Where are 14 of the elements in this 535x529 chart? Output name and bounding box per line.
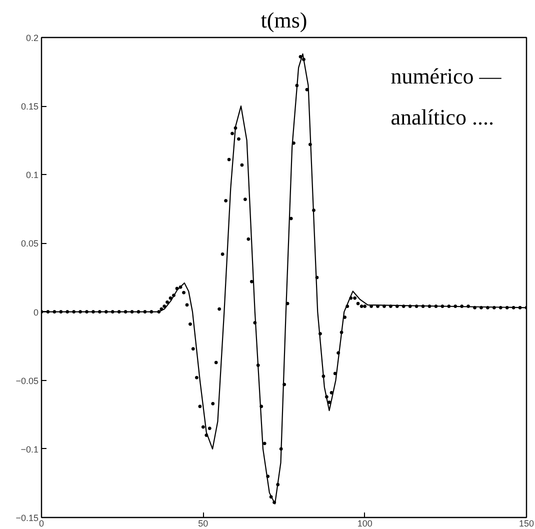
x-tick-label: 50 xyxy=(198,518,208,528)
x-tick-label: 150 xyxy=(518,518,534,528)
chart-title: t(ms) xyxy=(260,8,308,32)
y-tick-label: 0.15 xyxy=(20,102,39,112)
annotation: analítico .... xyxy=(390,104,494,130)
y-tick-label: −0.05 xyxy=(16,376,39,386)
y-tick-label: 0.1 xyxy=(26,170,39,180)
y-tick-label: 0.05 xyxy=(20,238,39,249)
y-tick-label: 0 xyxy=(33,307,39,318)
x-tick-label: 100 xyxy=(357,518,372,528)
annotation: numérico — xyxy=(390,63,502,88)
y-tick-label: −0.1 xyxy=(20,444,39,454)
y-tick-label: −0.15 xyxy=(16,513,39,523)
y-tick-label: 0.2 xyxy=(26,33,39,43)
